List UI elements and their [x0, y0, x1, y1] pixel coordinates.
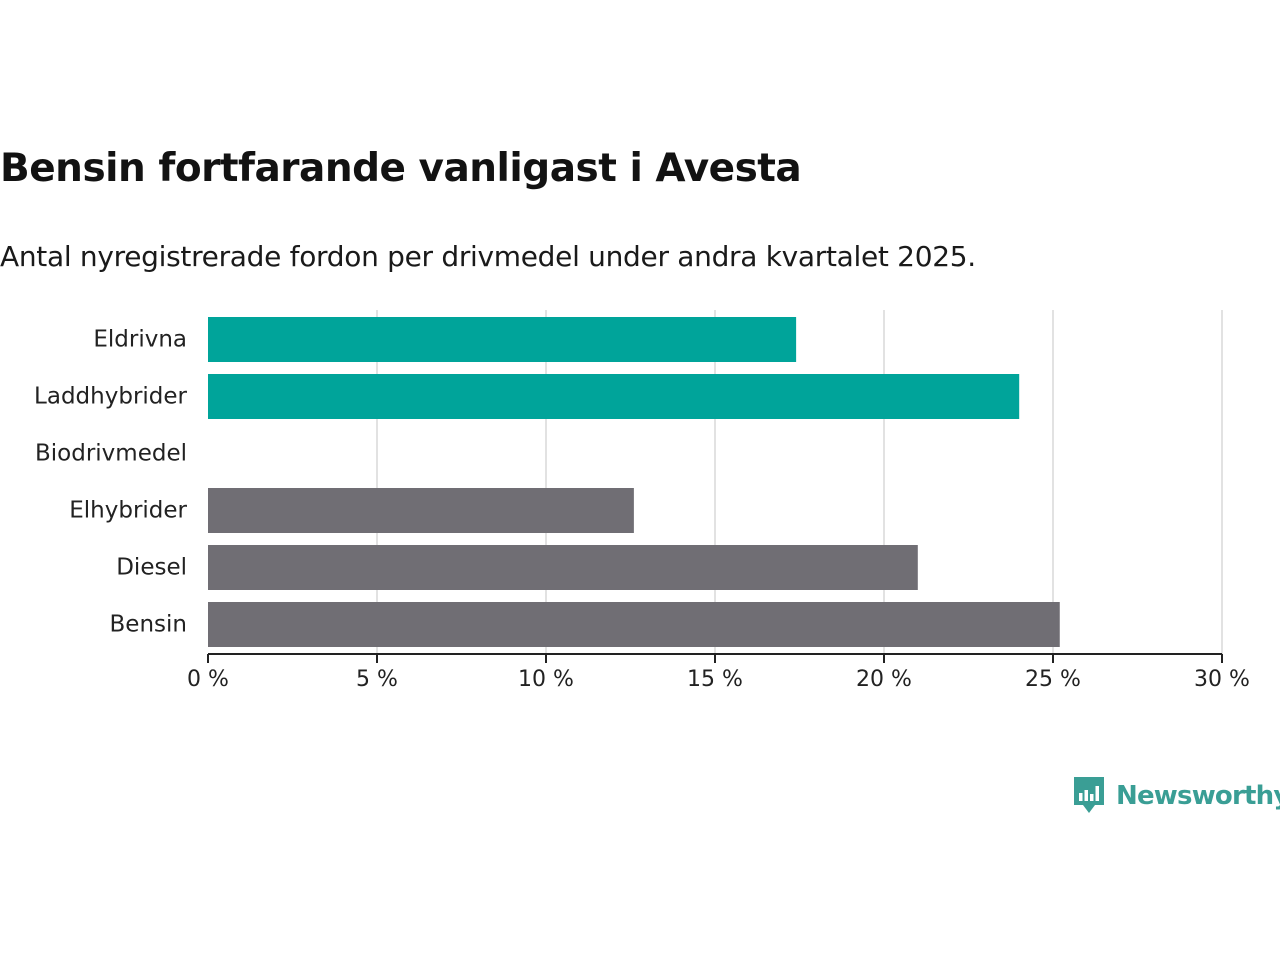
bar-bensin [208, 602, 1060, 647]
gridlines [376, 310, 1223, 654]
category-labels: Eldrivna Laddhybrider Biodrivmedel Elhybrid… [34, 327, 187, 638]
bar-diesel [208, 545, 918, 590]
chart-title: Bensin fortfarande vanligast i Avesta [0, 146, 802, 191]
bar-eldrivna [208, 317, 797, 362]
category-label: Eldrivna [93, 327, 187, 353]
category-label: Diesel [116, 555, 187, 581]
x-tick-label: 20 % [856, 667, 912, 692]
x-tick-label: 0 % [187, 667, 229, 692]
brand-logo: Newsworthy [1072, 774, 1280, 818]
x-tick-label: 10 % [518, 667, 574, 692]
x-tick-label: 15 % [687, 667, 743, 692]
category-label: Elhybrider [69, 498, 187, 524]
x-tick-label: 30 % [1194, 667, 1250, 692]
category-label: Laddhybrider [34, 384, 187, 410]
brand-name: Newsworthy [1116, 781, 1280, 811]
category-label: Biodrivmedel [35, 441, 187, 467]
newsworthy-logo-icon [1074, 777, 1104, 813]
bars [208, 317, 1060, 647]
x-axis: 0 % 5 % 10 % 15 % 20 % 25 % 30 % [187, 653, 1250, 692]
bar-chart: Eldrivna Laddhybrider Biodrivmedel Elhybrid… [34, 310, 1250, 692]
chart-subtitle: Antal nyregistrerade fordon per drivmede… [0, 240, 976, 273]
bar-elhybrider [208, 488, 634, 533]
bar-laddhybrider [208, 374, 1020, 419]
category-label: Bensin [110, 612, 187, 638]
x-tick-label: 25 % [1025, 667, 1081, 692]
x-tick-label: 5 % [356, 667, 398, 692]
